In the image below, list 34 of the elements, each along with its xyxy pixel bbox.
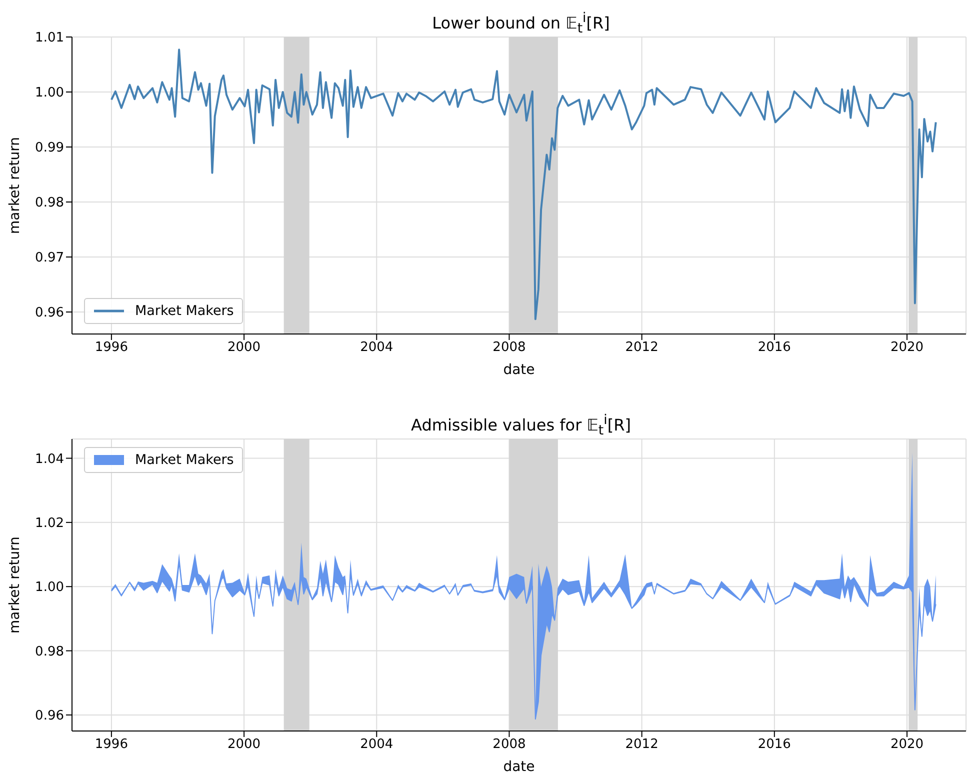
y-tick-label: 1.00 — [35, 86, 64, 101]
x-tick-label: 2004 — [360, 737, 394, 752]
y-tick-label: 0.96 — [35, 306, 64, 321]
y-tick-label: 0.96 — [35, 708, 64, 724]
y-tick-label: 1.04 — [35, 452, 64, 467]
x-tick-label: 2012 — [625, 737, 658, 752]
y-axis-title: market return — [6, 536, 23, 634]
x-tick-label: 2008 — [492, 737, 526, 752]
y-tick-label: 1.02 — [35, 516, 64, 532]
x-tick-label: 2012 — [625, 340, 658, 356]
y-tick-label: 0.98 — [35, 196, 64, 211]
x-tick-label: 2004 — [360, 340, 394, 356]
x-tick-label: 2000 — [227, 340, 261, 356]
legend-label: Market Makers — [135, 452, 234, 468]
x-tick-label: 1996 — [94, 340, 128, 356]
x-tick-label: 2020 — [890, 340, 924, 356]
y-tick-label: 1.01 — [35, 30, 64, 46]
y-tick-label: 1.00 — [35, 580, 64, 596]
x-tick-label: 2016 — [758, 737, 791, 752]
y-tick-label: 0.98 — [35, 644, 64, 660]
x-axis-title: date — [503, 759, 535, 775]
x-tick-label: 1996 — [94, 737, 128, 752]
x-axis-title: date — [503, 362, 535, 378]
x-tick-label: 2016 — [758, 340, 791, 356]
y-tick-label: 0.99 — [35, 140, 64, 156]
line-series — [110, 48, 937, 320]
x-tick-label: 2008 — [492, 340, 526, 356]
chart-title: Lower bound on 𝔼$_{t}$$^{i}$[R] — [431, 11, 611, 37]
y-axis-title: market return — [6, 137, 23, 234]
chart-title: Admissible values for 𝔼$_{t}$$^{i}$[R] — [410, 413, 632, 439]
legend-label: Market Makers — [135, 303, 234, 319]
y-tick-label: 0.97 — [35, 250, 64, 266]
x-tick-label: 2020 — [890, 737, 924, 752]
x-tick-label: 2000 — [227, 737, 261, 752]
